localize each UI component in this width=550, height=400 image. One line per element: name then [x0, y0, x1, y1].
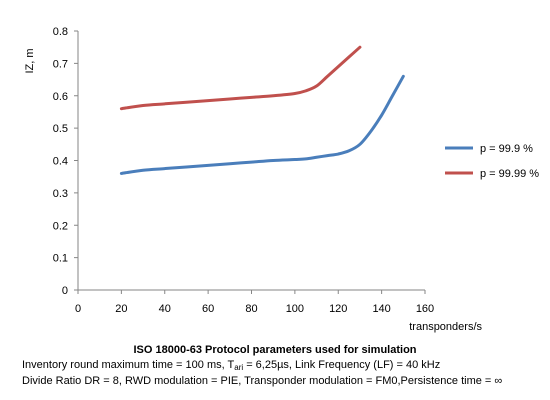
x-tick-label: 140: [372, 303, 390, 315]
line-chart: 0 0.1 0.2 0.3 0.4 0.5 0.6 0.7 0.8 0 20 40 60 80 100 12…: [24, 26, 539, 333]
x-tick-label: 40: [159, 303, 171, 315]
caption-line-2: Divide Ratio DR = 8, RWD modulation = PI…: [22, 375, 503, 387]
y-tick-label: 0.6: [53, 91, 68, 103]
y-tick-label: 0.7: [53, 58, 68, 70]
x-tick-label: 100: [286, 303, 304, 315]
x-tick-label: 0: [75, 303, 81, 315]
y-tick-label: 0.4: [53, 156, 68, 168]
x-tick-label: 160: [416, 303, 434, 315]
series-lines: [119, 45, 405, 175]
caption-line-1: Inventory round maximum time = 100 ms, T…: [22, 358, 550, 373]
legend-label-2: p = 99.99 %: [480, 168, 539, 180]
y-tick-label: 0.2: [53, 220, 68, 232]
y-tick-label: 0: [62, 285, 68, 297]
legend: p = 99.9 % p = 99.99 %: [445, 143, 539, 180]
axes: [74, 30, 426, 294]
caption-line-1-part-a: Inventory round maximum time = 100 ms, T: [22, 359, 235, 371]
x-tick-label: 120: [329, 303, 347, 315]
y-tick-label: 0.8: [53, 26, 68, 38]
y-axis-title: IZ, m: [24, 48, 36, 73]
x-tick-labels: 0 20 40 60 80 100 120 140 160: [75, 303, 434, 315]
y-tick-label: 0.5: [53, 123, 68, 135]
y-tick-label: 0.3: [53, 188, 68, 200]
series-line-1: [119, 74, 405, 175]
caption-line-1-subscript: ari: [234, 363, 244, 372]
x-tick-label: 20: [115, 303, 127, 315]
legend-label-1: p = 99.9 %: [480, 143, 533, 155]
caption-title: ISO 18000-63 Protocol parameters used fo…: [133, 344, 417, 356]
x-tick-label: 80: [245, 303, 257, 315]
y-tick-labels: 0 0.1 0.2 0.3 0.4 0.5 0.6 0.7 0.8: [53, 26, 68, 297]
caption-line-1-part-b: = 6,25µs, Link Frequency (LF) = 40 kHz: [243, 359, 441, 371]
x-tick-label: 60: [202, 303, 214, 315]
y-tick-label: 0.1: [53, 253, 68, 265]
series-line-2: [119, 45, 362, 111]
x-axis-title: transponders/s: [409, 321, 482, 333]
